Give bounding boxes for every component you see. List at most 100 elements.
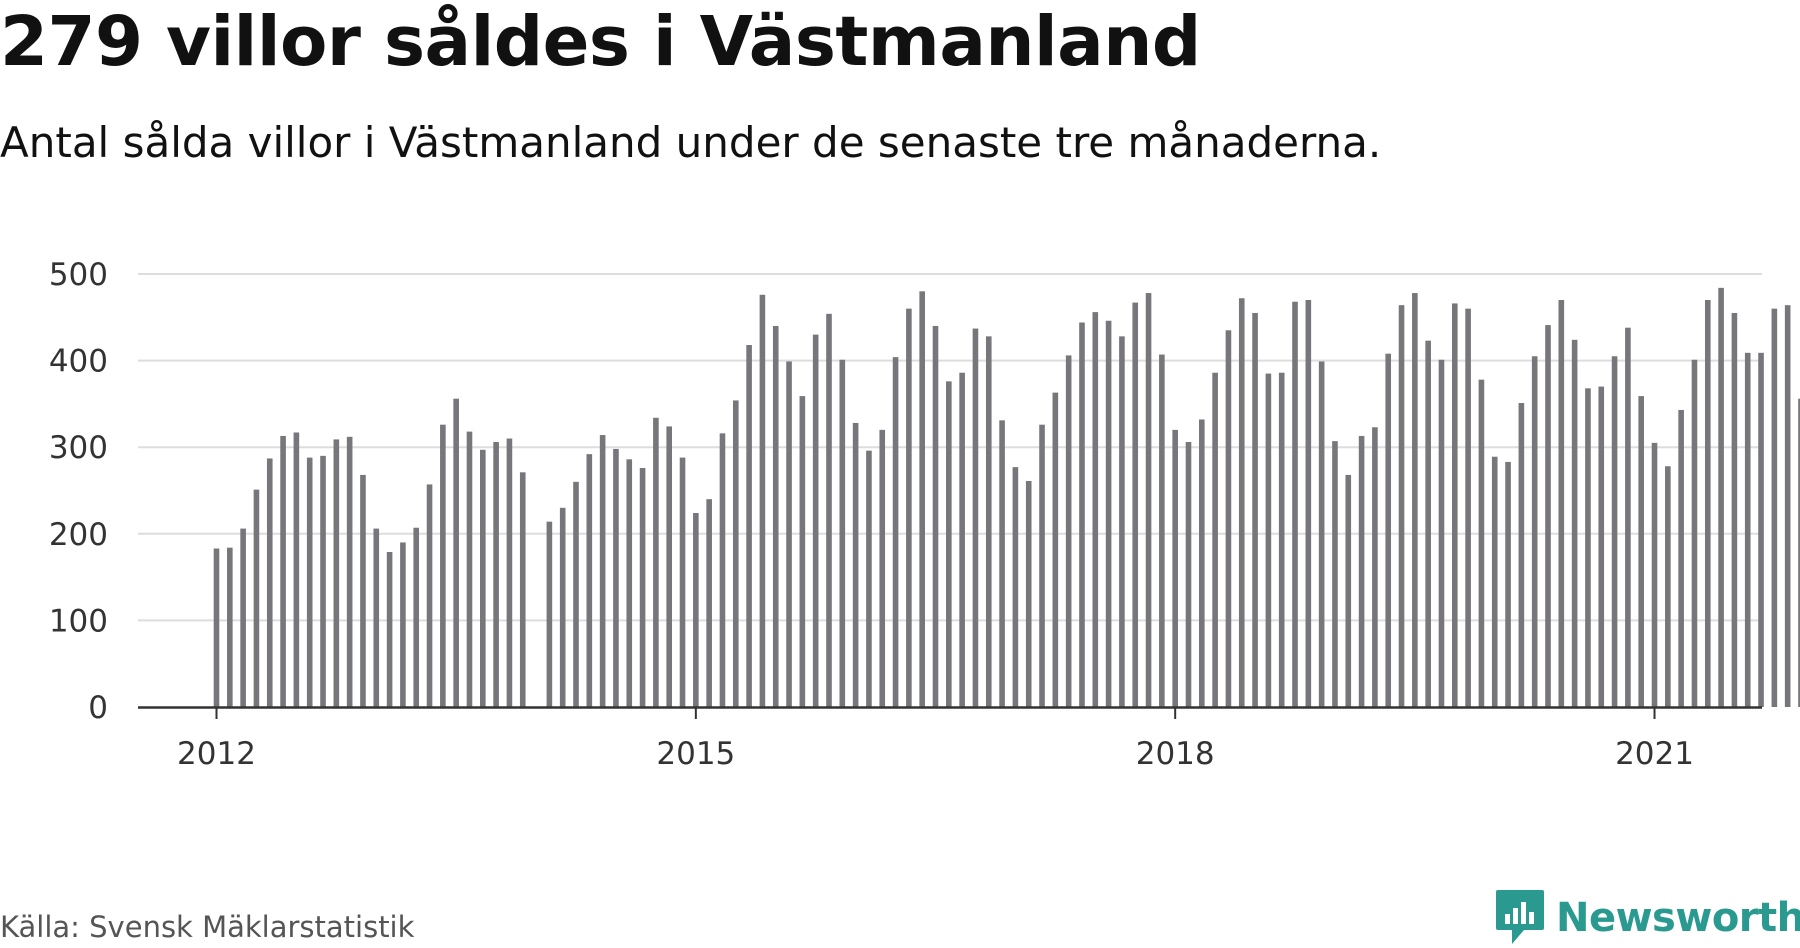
- bar: [1505, 461, 1511, 707]
- bar: [693, 513, 699, 707]
- y-tick-label: 300: [49, 430, 108, 466]
- bar: [266, 458, 273, 707]
- bar: [1625, 327, 1631, 707]
- bar: [253, 489, 260, 707]
- bar: [333, 439, 340, 707]
- bar: [1105, 320, 1112, 707]
- bar: [227, 547, 233, 707]
- bar: [1571, 339, 1578, 707]
- bar: [1092, 312, 1099, 707]
- bar: [852, 422, 859, 707]
- bar: [1292, 301, 1298, 707]
- bar: [586, 454, 593, 707]
- bar: [1252, 312, 1258, 707]
- bar: [413, 527, 420, 707]
- bar: [1771, 308, 1778, 707]
- bar: [1545, 325, 1551, 707]
- bar: [599, 435, 606, 707]
- bar: [972, 328, 979, 707]
- bar: [1052, 392, 1059, 707]
- bar: [1438, 359, 1445, 707]
- x-tick-label: 2012: [177, 736, 256, 772]
- bar: [1665, 466, 1671, 707]
- bar: [786, 361, 792, 707]
- bar: [1039, 424, 1045, 707]
- bar: [626, 459, 633, 707]
- bar: [1598, 386, 1605, 707]
- bar: [1065, 355, 1072, 707]
- y-tick-label: 100: [49, 603, 108, 639]
- bar: [559, 507, 566, 707]
- bar: [732, 400, 739, 707]
- bar: [480, 449, 486, 707]
- bar: [772, 325, 779, 707]
- bar: [932, 325, 939, 707]
- bar: [1025, 480, 1032, 707]
- bar: [1531, 356, 1538, 707]
- bar: [400, 542, 406, 707]
- bar: [1332, 441, 1338, 707]
- bar: [706, 499, 712, 707]
- bar: [293, 432, 300, 707]
- chart-title: 279 villor såldes i Västmanland: [0, 2, 1201, 82]
- bar: [306, 457, 313, 707]
- bar: [1225, 330, 1232, 707]
- bar: [759, 294, 766, 707]
- bar: [1585, 388, 1591, 707]
- bar: [240, 528, 246, 707]
- chart-subtitle: Antal sålda villor i Västmanland under d…: [0, 118, 1382, 167]
- brand-name: Newsworthy: [1556, 895, 1800, 941]
- bar: [1558, 299, 1565, 707]
- y-axis-ticks: 0 100 200 300 400 500: [49, 257, 108, 726]
- y-tick-label: 0: [88, 690, 108, 726]
- bar: [839, 359, 846, 707]
- bar: [1704, 299, 1711, 707]
- bar: [493, 442, 499, 707]
- bar: [906, 308, 912, 707]
- bar: [946, 381, 952, 707]
- bar: [1145, 293, 1152, 707]
- bar: [573, 481, 579, 707]
- bar: [919, 291, 925, 707]
- x-tick-label: 2015: [656, 736, 735, 772]
- bar: [1278, 372, 1285, 707]
- y-tick-label: 500: [49, 257, 108, 293]
- bar: [1119, 336, 1125, 707]
- bar: [892, 357, 899, 707]
- bar: [826, 313, 832, 707]
- y-tick-label: 200: [49, 517, 108, 553]
- bar: [1385, 353, 1392, 707]
- bar: [213, 548, 220, 707]
- bar: [1318, 361, 1325, 707]
- bar: [1758, 352, 1764, 707]
- bar: [1784, 305, 1791, 707]
- bar: [506, 438, 513, 707]
- bar: [440, 424, 446, 707]
- bar: [453, 398, 459, 707]
- bar: [1744, 352, 1751, 707]
- bar: [1651, 442, 1658, 707]
- bar: [613, 448, 619, 707]
- bar: [1358, 435, 1365, 707]
- bar: [1678, 409, 1684, 707]
- bar: [1265, 373, 1272, 707]
- bar: [360, 474, 366, 707]
- bar: [320, 455, 326, 707]
- bar: [466, 431, 473, 707]
- bar: [985, 336, 992, 707]
- x-tick-label: 2018: [1136, 736, 1215, 772]
- y-tick-label: 400: [49, 344, 108, 380]
- bar: [879, 429, 886, 707]
- bar: [679, 457, 686, 707]
- x-tick-label: 2021: [1615, 736, 1694, 772]
- bar: [386, 551, 393, 707]
- bar: [639, 467, 646, 707]
- bar: [1199, 419, 1205, 707]
- bar: [653, 417, 659, 707]
- bar: [1159, 354, 1165, 707]
- newsworthy-logo-icon: [1496, 890, 1544, 944]
- bar: [1465, 308, 1471, 707]
- bar: [519, 472, 526, 707]
- bar: [1079, 322, 1085, 707]
